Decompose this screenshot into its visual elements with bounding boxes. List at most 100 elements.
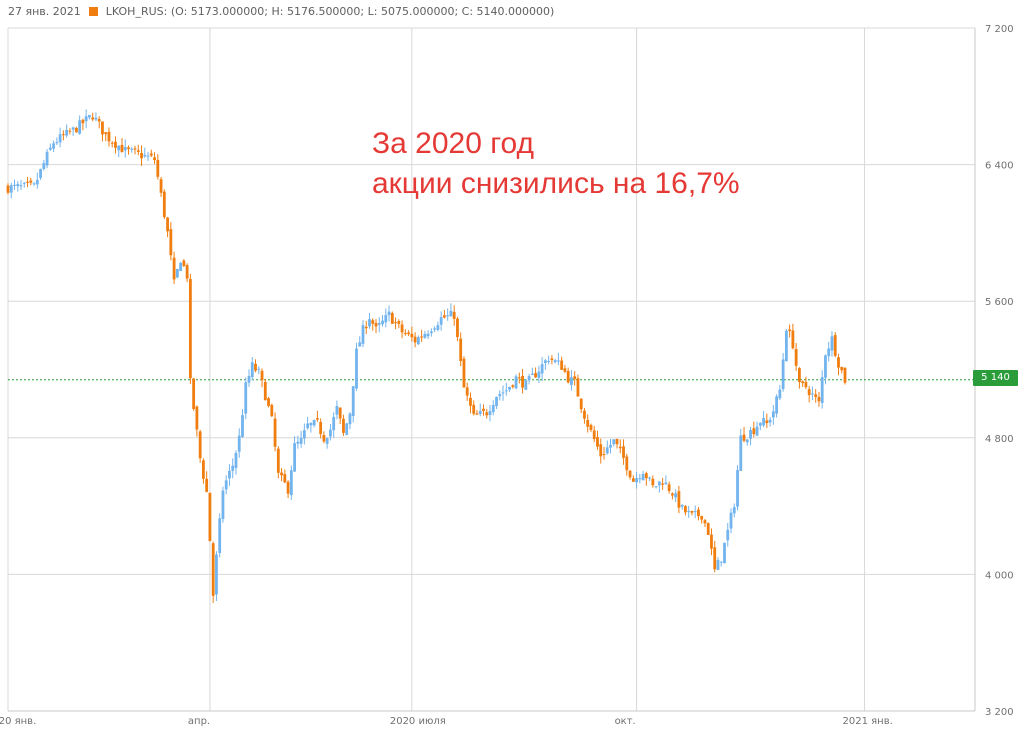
candle-body [413, 336, 417, 343]
candle-body [755, 426, 759, 436]
candle-body [817, 396, 821, 402]
candle-body [88, 114, 91, 118]
candle-body [423, 333, 427, 338]
candle-body [218, 518, 222, 553]
candle-body [68, 130, 72, 132]
y-tick-label: 4 000 [985, 570, 1014, 581]
candle-body [16, 184, 20, 187]
candle-body [241, 415, 244, 438]
candle-body [736, 470, 739, 507]
candle-body [488, 411, 492, 415]
candle-body [175, 269, 179, 278]
candle-body [403, 332, 407, 334]
candle-body [179, 262, 183, 272]
candle-body [162, 191, 166, 218]
candle-body [208, 492, 212, 542]
candle-body [514, 376, 518, 389]
candle-body [446, 315, 450, 317]
candle-body [410, 333, 414, 338]
candle-body [524, 380, 528, 390]
candle-body [625, 456, 629, 471]
candle-body [26, 181, 29, 183]
candle-body [260, 370, 264, 381]
candle-body [107, 131, 111, 142]
candle-body [45, 151, 49, 166]
candle-body [319, 422, 323, 435]
candle-body [563, 368, 567, 372]
candle-body [188, 279, 192, 379]
candle-body [631, 478, 635, 482]
candle-body [583, 410, 586, 419]
candle-body [469, 397, 472, 406]
candle-body [651, 478, 655, 486]
last-price-badge: 5 140 [973, 370, 1018, 386]
candle-body [302, 430, 306, 439]
y-tick-label: 6 400 [985, 161, 1014, 172]
candle-body [361, 325, 365, 344]
candle-body [338, 407, 342, 419]
candle-body [602, 453, 606, 455]
candle-body [110, 142, 114, 144]
candle-body [358, 342, 362, 347]
candles [6, 109, 847, 603]
candle-body [78, 120, 82, 134]
candle-body [657, 481, 661, 486]
candle-body [228, 470, 231, 479]
candle-body [146, 155, 150, 157]
chart-annotation: За 2020 год акции снизились на 16,7% [372, 124, 740, 204]
candle-body [159, 179, 163, 193]
candle-body [648, 477, 651, 479]
candle-body [807, 389, 811, 396]
candle-body [322, 434, 326, 442]
candle-body [521, 375, 524, 388]
candle-body [573, 376, 577, 380]
candle-body [830, 336, 834, 351]
candle-body [250, 362, 254, 378]
candle-body [579, 398, 583, 410]
candle-body [605, 447, 609, 454]
candle-body [127, 147, 130, 150]
candle-body [9, 185, 13, 193]
candle-body [215, 554, 218, 595]
candle-body [710, 534, 713, 549]
y-tick-label: 7 200 [985, 24, 1014, 35]
candle-body [697, 509, 700, 517]
candle-body [677, 491, 681, 508]
candle-body [449, 310, 453, 317]
candle-body [166, 217, 169, 232]
candle-body [130, 148, 134, 150]
candle-body [156, 159, 160, 177]
candle-body [364, 326, 368, 329]
candle-body [798, 368, 801, 382]
candle-body [719, 561, 723, 563]
candle-body [52, 143, 55, 149]
candle-body [13, 184, 16, 186]
candle-body [576, 378, 580, 397]
candle-body [270, 404, 274, 417]
candle-body [534, 373, 538, 378]
candle-body [211, 543, 215, 596]
candle-body [371, 320, 375, 324]
candle-body [198, 431, 202, 459]
candle-body [794, 349, 798, 366]
candle-body [276, 448, 280, 473]
candle-body [762, 418, 765, 426]
candle-body [172, 257, 176, 280]
candle-body [599, 444, 603, 457]
candle-body [726, 529, 730, 541]
candle-body [784, 330, 788, 362]
candle-body [501, 392, 505, 394]
candle-body [273, 418, 277, 447]
candle-body [801, 381, 805, 384]
candle-body [101, 121, 104, 135]
candle-body [638, 478, 642, 480]
candle-body [771, 411, 775, 418]
candle-body [74, 127, 78, 133]
candle-body [570, 377, 573, 385]
candle-body [289, 470, 293, 496]
candle-body [824, 355, 827, 378]
annotation-line-2: акции снизились на 16,7% [372, 167, 740, 200]
candle-body [684, 506, 687, 513]
x-tick-label: 2020 июля [390, 716, 446, 727]
